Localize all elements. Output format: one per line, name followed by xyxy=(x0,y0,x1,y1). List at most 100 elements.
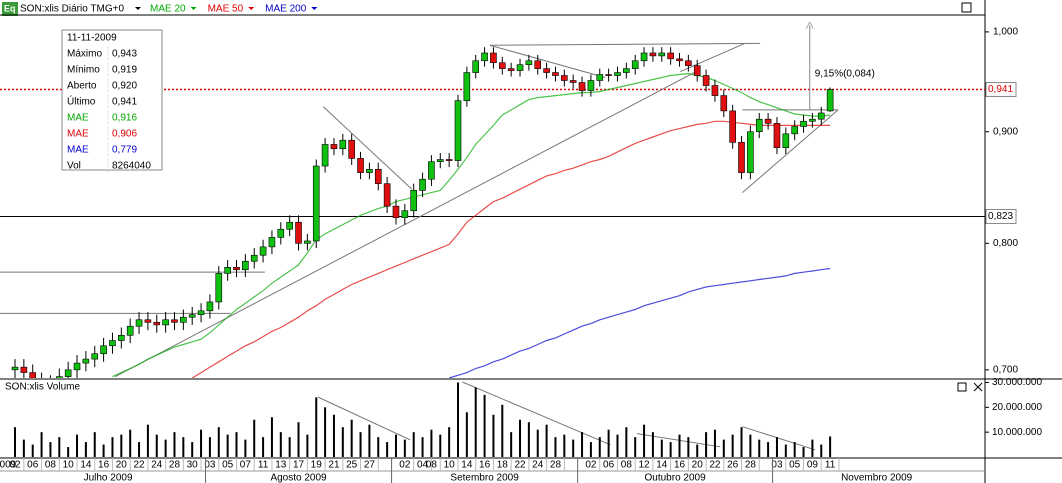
info-value: 0,943 xyxy=(112,49,137,60)
candle-body xyxy=(596,74,604,81)
volume-bar xyxy=(182,437,185,457)
volume-bar xyxy=(129,429,132,457)
candle-body xyxy=(135,319,143,327)
volume-bar xyxy=(501,404,504,457)
volume-bar xyxy=(696,444,699,457)
volume-bar xyxy=(448,427,451,457)
candle-body xyxy=(180,316,187,323)
info-label: Vol xyxy=(67,161,81,172)
volume-bar xyxy=(14,427,16,457)
x-tick-label: 03 xyxy=(771,460,783,471)
close-icon[interactable] xyxy=(973,382,983,392)
x-tick-label: 11 xyxy=(825,460,836,471)
candle-body xyxy=(463,72,471,101)
volume-bar xyxy=(651,432,654,457)
candle-body xyxy=(667,52,674,60)
volume-bar xyxy=(492,414,495,457)
x-tick-label: 22 xyxy=(514,460,526,471)
candle-body xyxy=(436,159,444,162)
x-tick-label: 22 xyxy=(709,460,721,471)
volume-bar xyxy=(208,437,211,457)
dropdown-icon[interactable] xyxy=(135,7,141,10)
candle-body xyxy=(640,52,648,62)
volume-bar xyxy=(235,432,238,457)
volume-bar xyxy=(341,427,344,457)
maximize-icon[interactable] xyxy=(957,382,967,392)
moving-average xyxy=(191,120,831,378)
legend-entry[interactable]: MAE 200 xyxy=(265,4,307,15)
info-value: 0,906 xyxy=(112,129,137,140)
symbol[interactable]: SON:xlis Diário TMG+0 xyxy=(20,4,124,15)
volume-bar xyxy=(279,432,282,457)
x-tick-label: 25 xyxy=(346,460,358,471)
candle-body xyxy=(809,118,816,122)
volume-bar xyxy=(84,442,87,457)
dropdown-icon[interactable] xyxy=(190,7,197,10)
x-tick-label: 02 xyxy=(399,460,411,471)
volume-bar xyxy=(527,422,530,457)
x-tick-label: 06 xyxy=(603,460,615,471)
dropdown-icon[interactable] xyxy=(311,7,318,10)
x-tick-label: 17 xyxy=(293,460,305,471)
trendline xyxy=(742,109,839,193)
candle-body xyxy=(11,366,19,371)
volume-bar xyxy=(306,434,309,457)
maximize-icon[interactable] xyxy=(961,2,972,13)
volume-bar xyxy=(758,439,761,457)
candle-body xyxy=(631,60,639,69)
volume-bar xyxy=(563,434,566,457)
volume-title: SON:xlis Volume xyxy=(5,382,80,393)
volume-bar xyxy=(510,432,513,457)
volume-bar xyxy=(253,419,256,457)
x-tick-label: 19 xyxy=(311,460,323,471)
month-label: Outubro 2009 xyxy=(645,473,707,483)
candle-body xyxy=(676,58,683,62)
volume-bar xyxy=(545,424,548,457)
logo-box[interactable] xyxy=(2,2,18,16)
volume-bar xyxy=(784,444,787,457)
month-label: Julho 2009 xyxy=(84,473,133,483)
volume-bar xyxy=(111,437,114,457)
candle-body xyxy=(259,246,267,256)
volume-bar xyxy=(120,434,123,457)
x-tick-label: 21 xyxy=(328,460,340,471)
candle-body xyxy=(755,118,763,133)
x-tick-label: 30 xyxy=(187,460,199,471)
dropdown-icon[interactable] xyxy=(248,7,255,10)
volume-bar xyxy=(377,437,380,457)
volume-bar xyxy=(643,424,646,457)
candle-body xyxy=(91,353,99,360)
candle-body xyxy=(711,85,719,96)
trendline xyxy=(489,42,761,46)
candle-body xyxy=(366,169,373,173)
month-label: Setembro 2009 xyxy=(450,473,519,483)
candle-body xyxy=(383,183,391,207)
x-tick-label: 07 xyxy=(240,460,252,471)
volume-bar xyxy=(164,439,167,457)
info-value: 0,916 xyxy=(112,113,137,124)
volume-bar xyxy=(394,434,397,457)
legend-entry[interactable]: MAE 50 xyxy=(208,4,244,15)
volume-bar xyxy=(634,437,637,457)
candle-body xyxy=(330,144,338,150)
x-tick-label: 02 xyxy=(9,460,21,471)
volume-bar xyxy=(386,442,389,457)
y-tick-label: 1,000 xyxy=(993,27,1018,38)
info-value: 0,920 xyxy=(112,81,137,92)
trendline xyxy=(114,69,701,378)
volume-bar xyxy=(173,432,176,457)
info-label: Mínimo xyxy=(67,65,100,76)
volume-bar xyxy=(138,442,141,457)
candle-body xyxy=(481,52,488,62)
candle-body xyxy=(82,358,90,364)
volume-bar xyxy=(607,429,610,457)
volume-bar xyxy=(315,397,318,457)
volume-bar xyxy=(430,429,433,457)
info-value: 0,919 xyxy=(112,65,137,76)
legend-entry[interactable]: MAE 20 xyxy=(150,4,186,15)
candle-body xyxy=(747,131,754,173)
candle-body xyxy=(764,118,772,124)
candle-body xyxy=(55,376,63,378)
x-tick-label: 11 xyxy=(258,460,269,471)
volume-bar xyxy=(731,434,734,457)
